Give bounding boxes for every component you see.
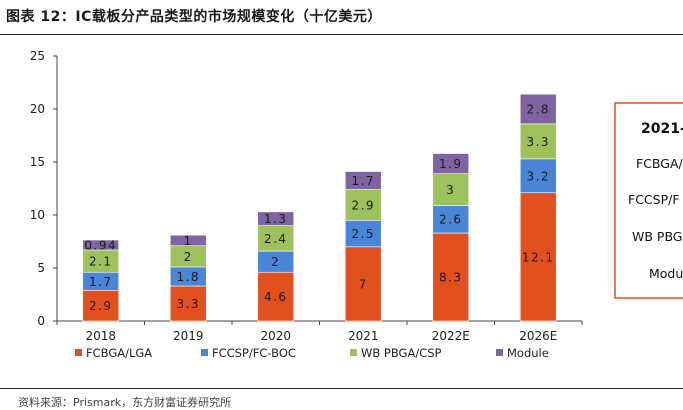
source-note: 资料来源：Prismark，东方财富证券研究所 [18, 396, 232, 409]
footer-divider [0, 388, 683, 389]
data-label: 8.3 [439, 271, 463, 285]
side-callout-box [614, 102, 683, 299]
stacked-bar-chart: 0 5 10 15 20 25 2.9 1.7 2.1 0.94 2018 3.3 1.8 2 1 2019 4… [30, 49, 683, 360]
data-label: 2.5 [351, 227, 375, 241]
bar-segment [344, 246, 382, 322]
data-label: 3 [446, 183, 455, 197]
y-tick-label: 10 [30, 208, 45, 222]
bar-segment [344, 220, 382, 248]
data-label: 1.9 [439, 157, 463, 171]
bar-segment [257, 211, 295, 226]
data-label: 2.1 [89, 255, 113, 269]
legend-label: WB PBGA/CSP [361, 346, 442, 360]
bar-segment [432, 205, 470, 234]
x-tick-label: 2022E [432, 329, 470, 343]
data-label: 1.7 [351, 174, 375, 188]
bar-segment [82, 289, 120, 322]
data-label: 2.6 [439, 213, 463, 227]
x-tick-label: 2020 [260, 329, 291, 343]
data-label: 7 [359, 277, 368, 291]
legend-label: FCCSP/FC-BOC [212, 346, 296, 360]
x-tick-label: 2021 [348, 329, 379, 343]
bar-segment [169, 234, 207, 247]
bar-segment [169, 285, 207, 322]
legend-swatch [75, 349, 82, 356]
legend-label: FCBGA/LGA [86, 346, 152, 360]
data-label: 3.3 [526, 135, 550, 149]
data-label: 1.7 [89, 275, 113, 289]
bar-segment [82, 239, 120, 251]
y-tick-label: 5 [37, 261, 45, 275]
data-label: 1.3 [264, 212, 288, 226]
bar-segment [519, 192, 557, 322]
x-tick-label: 2018 [85, 329, 116, 343]
title-divider [0, 34, 683, 35]
x-tick-label: 2026E [519, 329, 557, 343]
data-label: 2 [271, 255, 280, 269]
data-label: 2.8 [526, 103, 550, 117]
side-callout-line: FCCSP/F [628, 192, 680, 207]
legend-swatch [350, 349, 357, 356]
data-label: 2 [184, 250, 193, 264]
data-label: 2.9 [89, 299, 113, 313]
side-callout-line: WB PBG [632, 229, 683, 244]
legend-label: Module [507, 346, 549, 360]
data-label: 4.6 [264, 290, 288, 304]
y-tick-label: 15 [30, 155, 45, 169]
data-label: 3.2 [526, 169, 550, 183]
chart-title: 图表 12：IC载板分产品类型的市场规模变化（十亿美元） [6, 9, 382, 25]
data-label: 12.1 [522, 250, 555, 264]
bar-segment [519, 93, 557, 125]
data-label: 2.9 [351, 198, 375, 212]
bar-segment [519, 123, 557, 160]
data-label: 2.4 [264, 232, 288, 246]
bar-segment [519, 158, 557, 194]
y-tick-label: 0 [37, 314, 45, 328]
bar-segment [432, 232, 470, 322]
data-label: 0.94 [84, 238, 117, 252]
data-label: 3.3 [176, 297, 200, 311]
side-callout-heading: 2021- [641, 121, 683, 137]
data-label: 1 [184, 234, 193, 248]
y-tick-label: 25 [30, 49, 45, 63]
side-callout-line: Modu [649, 266, 683, 281]
legend-swatch [496, 349, 503, 356]
side-callout-line: FCBGA/ [636, 156, 683, 171]
bar-segment [432, 153, 470, 174]
y-tick-label: 20 [30, 102, 45, 116]
bar-segment [344, 171, 382, 190]
data-label: 1.8 [176, 270, 200, 284]
legend-swatch [201, 349, 208, 356]
x-tick-label: 2019 [173, 329, 204, 343]
